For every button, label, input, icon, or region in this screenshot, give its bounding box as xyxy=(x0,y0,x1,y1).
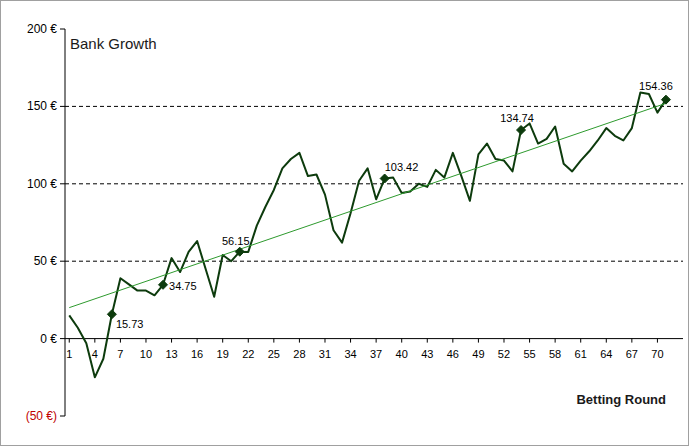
x-tick xyxy=(606,339,607,343)
annotation: 154.36 xyxy=(639,80,673,92)
x-tick-label: 43 xyxy=(421,348,433,360)
x-tick xyxy=(222,339,223,343)
x-tick-label: 67 xyxy=(626,348,638,360)
x-tick-label: 37 xyxy=(370,348,382,360)
x-tick-label: 58 xyxy=(549,348,561,360)
x-tick-label: 10 xyxy=(140,348,152,360)
x-tick-label: 49 xyxy=(472,348,484,360)
annotation: 34.75 xyxy=(169,280,197,292)
x-tick xyxy=(452,339,453,343)
x-tick-label: 4 xyxy=(92,348,98,360)
annotation: 134.74 xyxy=(500,112,534,124)
x-axis-label: Betting Round xyxy=(576,392,666,407)
plot-area xyxy=(69,92,670,377)
x-tick xyxy=(69,339,70,343)
x-tick-label: 52 xyxy=(498,348,510,360)
x-tick-label: 31 xyxy=(319,348,331,360)
y-tick-label: 150 € xyxy=(27,99,57,113)
grid-line xyxy=(65,261,683,262)
y-tick-label: 50 € xyxy=(34,254,58,268)
trend-line xyxy=(69,103,666,307)
grid-line xyxy=(65,183,683,184)
x-tick-label: 19 xyxy=(217,348,229,360)
y-tick-label: (50 €) xyxy=(26,409,57,423)
point-marker xyxy=(517,126,526,135)
y-tick xyxy=(60,416,65,417)
x-tick xyxy=(580,339,581,343)
grid-line xyxy=(65,106,683,107)
x-tick xyxy=(657,339,658,343)
x-tick xyxy=(401,339,402,343)
y-tick xyxy=(60,261,65,262)
annotation: 103.42 xyxy=(385,161,419,173)
x-tick xyxy=(324,339,325,343)
x-tick-label: 25 xyxy=(268,348,280,360)
x-tick xyxy=(631,339,632,343)
x-tick xyxy=(529,339,530,343)
x-tick xyxy=(376,339,377,343)
y-tick-label: 0 € xyxy=(40,332,57,346)
y-tick xyxy=(60,29,65,30)
x-tick-label: 61 xyxy=(575,348,587,360)
x-tick-label: 13 xyxy=(165,348,177,360)
y-tick xyxy=(60,183,65,184)
x-tick xyxy=(299,339,300,343)
x-tick-label: 40 xyxy=(396,348,408,360)
x-tick xyxy=(427,339,428,343)
x-tick-label: 1 xyxy=(66,348,72,360)
annotation: 56.15 xyxy=(222,235,250,247)
x-tick-label: 34 xyxy=(344,348,356,360)
x-tick-label: 7 xyxy=(117,348,123,360)
x-tick xyxy=(350,339,351,343)
chart-border xyxy=(1,1,689,446)
x-tick-label: 46 xyxy=(447,348,459,360)
x-axis xyxy=(65,338,683,339)
x-tick xyxy=(171,339,172,343)
y-tick xyxy=(60,106,65,107)
point-marker xyxy=(235,247,244,256)
title: Bank Growth xyxy=(70,35,157,52)
chart: (50 €) 0 € 50 € 100 € 150 € 200 € 1 4 7 10 13 16 19 2… xyxy=(0,0,689,446)
x-tick xyxy=(273,339,274,343)
data-line xyxy=(69,92,666,377)
x-tick xyxy=(555,339,556,343)
x-tick xyxy=(145,339,146,343)
annotation: 15.73 xyxy=(116,318,144,330)
y-tick xyxy=(60,338,65,339)
x-tick-label: 55 xyxy=(523,348,535,360)
point-marker xyxy=(661,95,670,104)
x-tick-label: 16 xyxy=(191,348,203,360)
x-tick xyxy=(503,339,504,343)
x-tick xyxy=(478,339,479,343)
point-marker xyxy=(380,174,389,183)
y-tick-label: 200 € xyxy=(27,22,57,36)
x-tick xyxy=(94,339,95,343)
point-marker xyxy=(159,280,168,289)
x-tick xyxy=(120,339,121,343)
x-tick xyxy=(197,339,198,343)
x-tick-label: 64 xyxy=(600,348,612,360)
x-tick-label: 70 xyxy=(651,348,663,360)
x-tick xyxy=(248,339,249,343)
y-tick-label: 100 € xyxy=(27,177,57,191)
x-tick-label: 28 xyxy=(293,348,305,360)
x-tick-label: 22 xyxy=(242,348,254,360)
